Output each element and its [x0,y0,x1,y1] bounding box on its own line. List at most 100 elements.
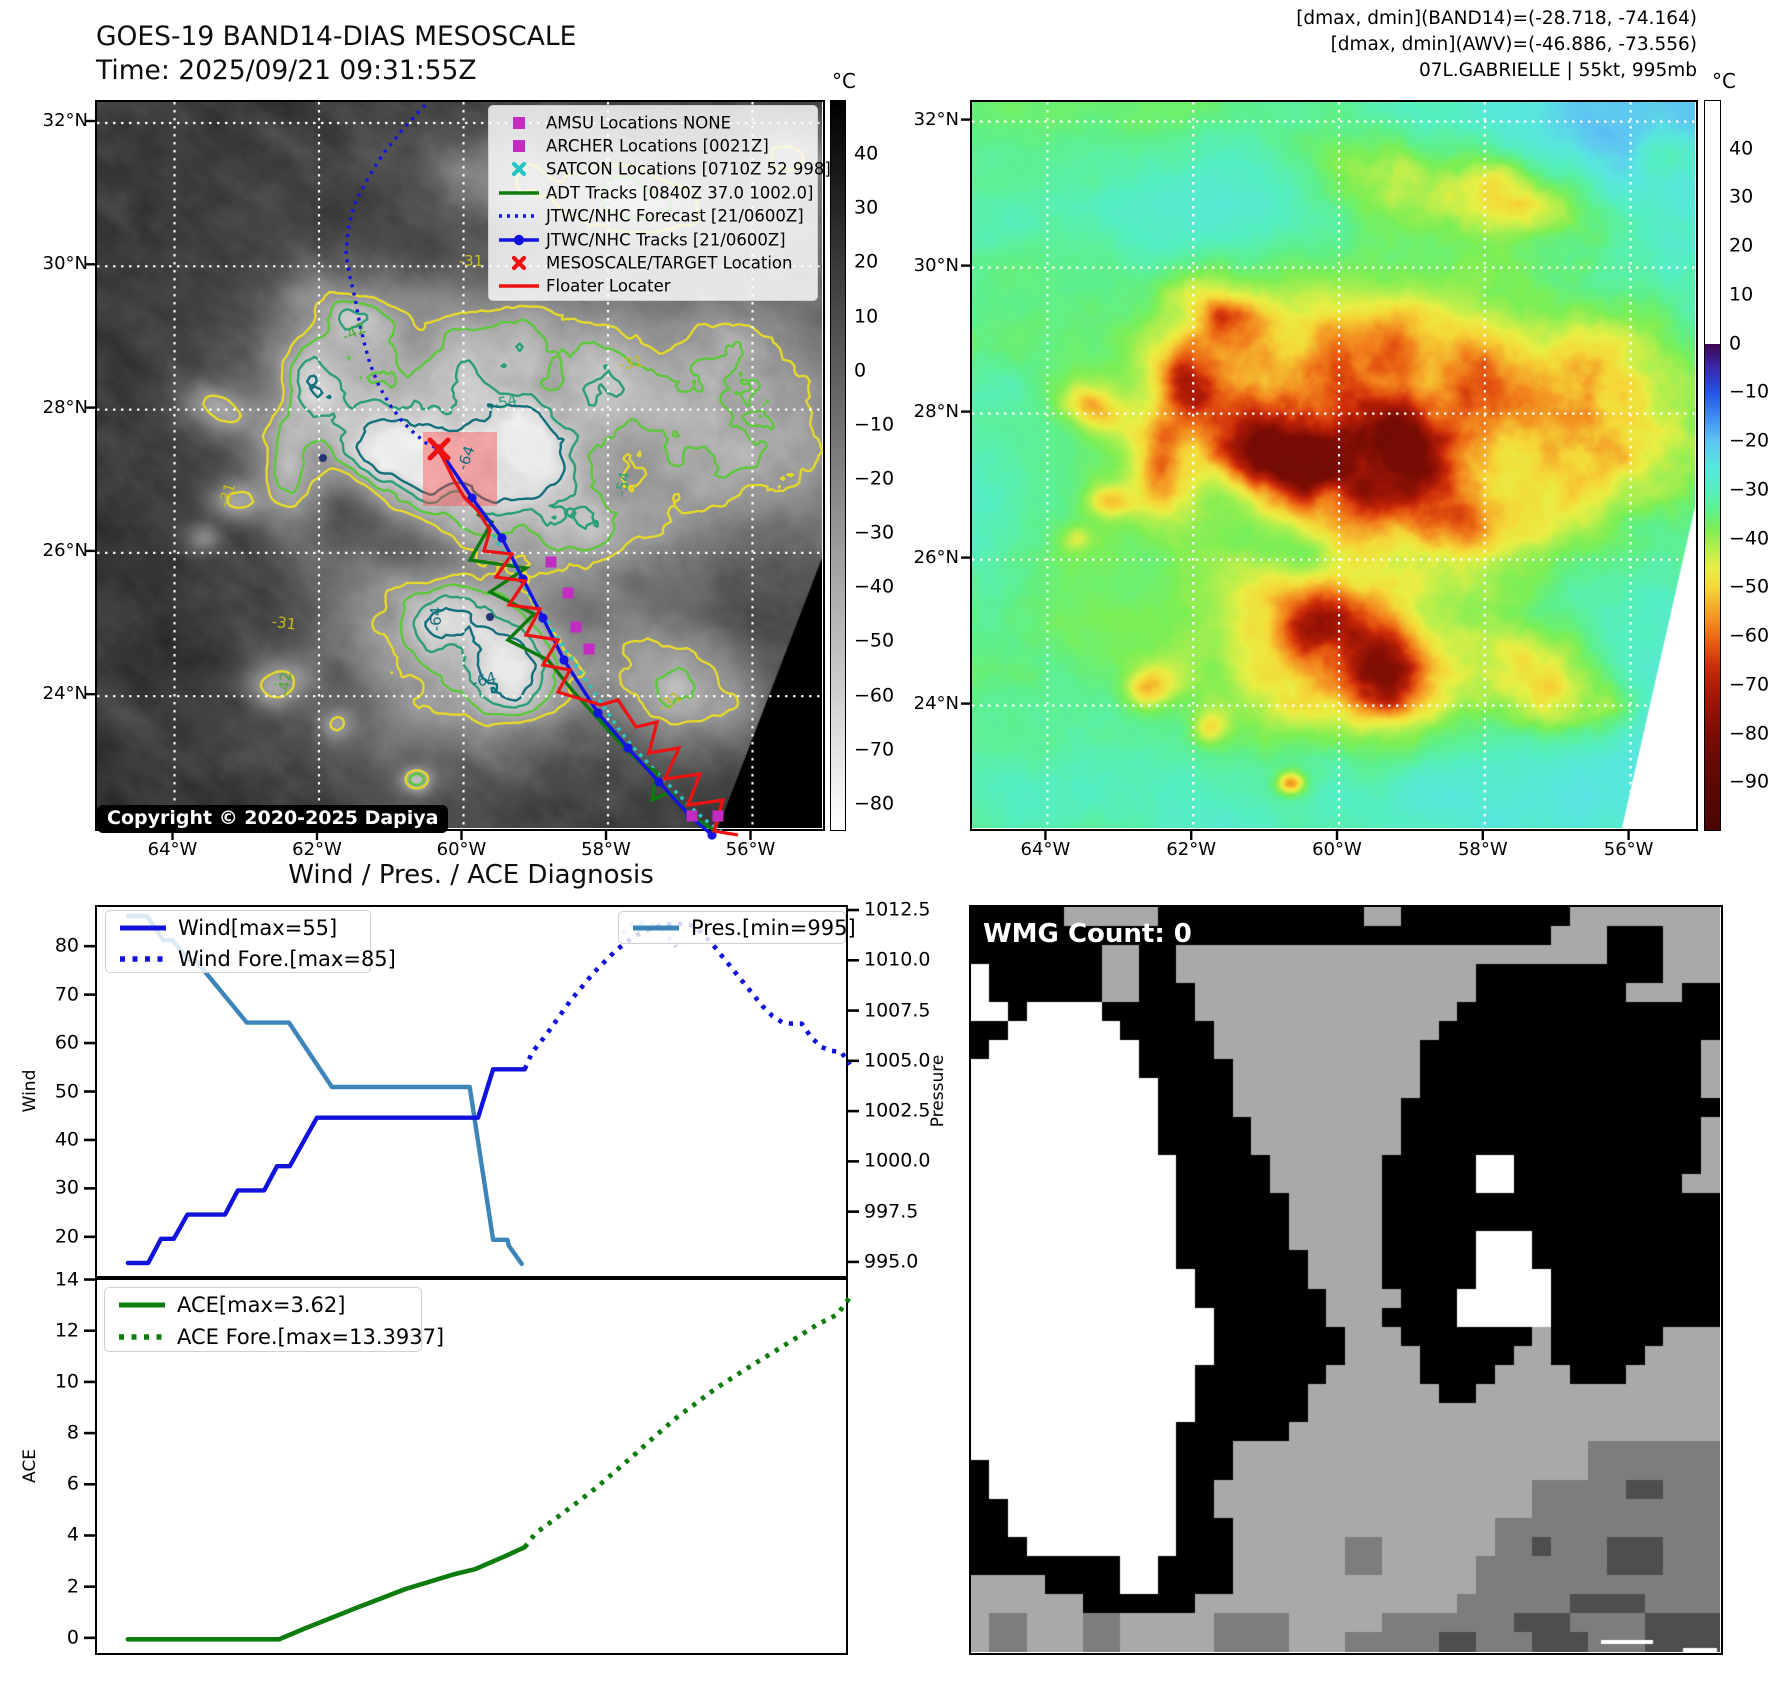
archer-location-marker [686,810,698,822]
legend-dotted-line-icon [119,1334,165,1340]
ace-tick-label: 8 [66,1421,79,1444]
pressure-tick-label: 997.5 [864,1200,919,1223]
band14-map: AMSU Locations NONE ARCHER Locations [002… [95,100,831,840]
contour-0.78 [296,308,626,709]
wind-tick-label: 40 [54,1128,79,1151]
band14-overlay [97,102,824,840]
awv-lon-tick-label: 56°W [1603,839,1654,860]
band14-time: Time: 2025/09/21 09:31:55Z [96,55,477,86]
band14-lon-tick-label: 60°W [436,839,487,860]
legend-marker-square-icon [513,139,525,152]
awv-annotation-storm: 07L.GABRIELLE | 55kt, 995mb [1418,60,1697,81]
ace-tick-label: 10 [54,1370,79,1393]
band14-lon-tick-label: 64°W [147,839,198,860]
awv-annotation-band14: [dmax, dmin](BAND14)=(-28.718, -74.164) [1296,8,1697,29]
band14-legend-label: SATCON Locations [0710Z 52 998] [546,159,831,179]
adt-track [467,512,718,834]
band14-colorbar-tick: −30 [854,521,895,544]
pressure-tick-label: 1010.0 [864,948,931,971]
band14-colorbar-tick: −70 [854,738,895,761]
awv-lat-tick-label: 32°N [913,108,959,130]
awv-colorbar-tick: −40 [1729,527,1770,550]
ace-plot [125,1295,852,1642]
archer-location-marker [545,556,557,568]
copyright-note: Copyright © 2020-2025 Dapiya [97,805,449,833]
pressure-legend: Pres.[min=995] [618,911,856,944]
band14-lon-tick-label: 62°W [292,839,342,860]
jtwc-track-point [654,777,664,787]
awv-colorbar-tick: −60 [1729,624,1770,647]
band14-colorbar-tick: 20 [854,250,879,273]
pressure-tick-label: 1000.0 [864,1149,931,1172]
awv-lon-tick-label: 64°W [1020,839,1071,860]
awv-colorbar-tick: −80 [1729,722,1770,745]
wind-axis-label: Wind [20,1069,40,1113]
legend-marker-dotted-icon [499,214,539,218]
band14-lat-tick-label: 28°N [42,396,88,418]
awv-colorbar [1704,100,1721,831]
legend-label: ACE[max=3.62] [177,1293,346,1317]
awv-lon-tick-label: 58°W [1457,839,1508,860]
band14-colorbar-tick: −40 [854,575,895,598]
ace-tick-label: 0 [66,1626,79,1649]
archer-location-marker [712,810,724,822]
band14-colorbar-tick: −50 [854,629,895,652]
band14-legend-label: MESOSCALE/TARGET Location [546,253,793,273]
wind-tick-label: 70 [54,983,79,1006]
wmg-map: WMG Count: 0 [969,905,1723,1655]
awv-overlay [972,102,1695,828]
dot-marker-icon [513,234,525,245]
legend-label: Wind[max=55] [178,916,338,940]
awv-map [970,100,1698,831]
awv-lat-tick-label: 30°N [913,254,959,276]
band14-colorbar-tick: 0 [854,359,867,382]
diagnosis-title: Wind / Pres. / ACE Diagnosis [288,860,654,890]
legend-line-icon [633,925,679,931]
legend-dotted-line-icon [120,956,166,962]
track-dot [486,613,494,621]
satcon-track [477,512,728,837]
band14-colorbar-tick: 40 [854,142,879,165]
band14-lon-tick-label: 56°W [725,839,776,860]
legend-marker-x-icon [511,255,527,270]
awv-colorbar-tick: −20 [1729,429,1770,452]
awv-annotation-awv: [dmax, dmin](AWV)=(-46.886, -73.556) [1330,34,1697,55]
awv-colorbar-unit: °C [1712,69,1736,93]
band14-legend-label: ARCHER Locations [0021Z] [546,136,769,156]
awv-colorbar-tick: −10 [1729,380,1770,403]
jtwc-track-point [538,613,548,623]
square-marker-icon [513,139,525,152]
ace-legend: ACE[max=3.62] ACE Fore.[max=13.3937] [104,1287,444,1352]
pressure-tick-label: 1007.5 [864,999,931,1022]
awv-colorbar-tick: 30 [1729,185,1754,208]
jtwc-track-point [623,743,633,753]
diagnosis-axis-ticks [84,908,859,1640]
archer-location-marker [570,621,582,633]
band14-legend-label: ADT Tracks [0840Z 37.0 1002.0] [546,183,814,203]
awv-lat-tick-label: 28°N [913,400,959,422]
jtwc-track-point [497,533,507,543]
band14-legend-label: Floater Locater [546,276,671,296]
band14-legend-label: JTWC/NHC Forecast [21/0600Z] [546,206,804,226]
band14-lat-tick-label: 24°N [42,683,88,705]
awv-colorbar-tick: −50 [1729,575,1770,598]
band14-legend-label: JTWC/NHC Tracks [21/0600Z] [546,230,786,249]
wmg-image [971,907,1720,1652]
mesoscale-x-marker [427,437,451,461]
floater-track [436,448,739,837]
ace-tick-label: 12 [54,1319,79,1342]
legend-marker-line-icon [499,284,539,289]
band14-lon-tick-label: 58°W [581,839,631,860]
band14-colorbar-tick: −60 [854,684,895,707]
legend-marker-x-icon [511,162,527,177]
wind-line [125,1067,527,1266]
ace-tick-label: 6 [66,1472,79,1495]
wind-tick-label: 80 [54,934,79,957]
jtwc-track-point [467,493,477,503]
band14-lat-tick-label: 32°N [42,110,88,131]
band14-colorbar-tick: −80 [854,792,895,815]
legend-marker-square-icon [513,116,525,129]
wind-tick-label: 20 [54,1225,79,1248]
band14-legend: AMSU Locations NONE ARCHER Locations [002… [488,105,831,301]
